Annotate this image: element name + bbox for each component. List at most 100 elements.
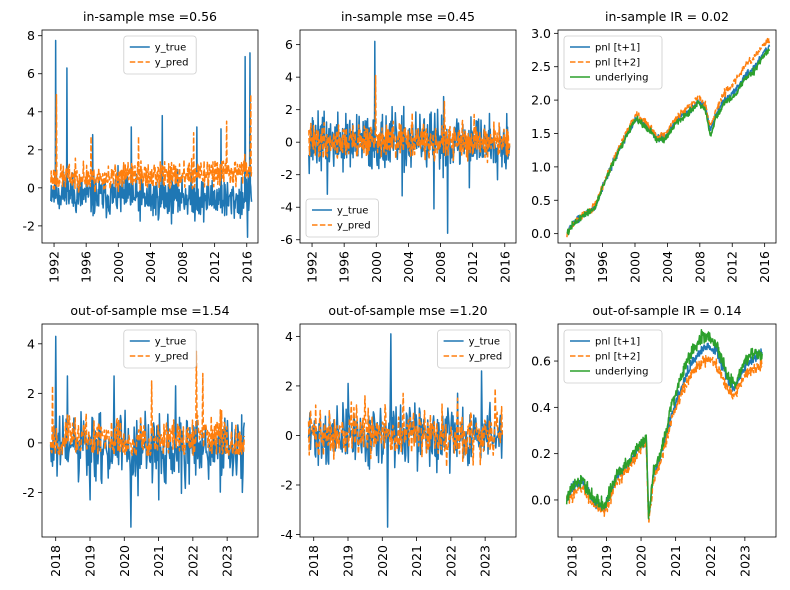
x-tick-label: 2023 <box>478 545 493 577</box>
y-tick-label: 6 <box>285 37 293 52</box>
chart-title: out-of-sample mse =1.20 <box>328 303 487 318</box>
y-tick-label: 4 <box>285 70 293 85</box>
x-tick-label: 2000 <box>627 251 642 283</box>
x-tick-label: 2020 <box>117 545 132 577</box>
legend-label: y_true <box>337 206 368 217</box>
x-tick-label: 2004 <box>660 251 675 283</box>
x-tick-label: 2020 <box>634 545 649 577</box>
legend: pnl [t+1] pnl [t+2] underlying <box>563 329 663 384</box>
legend-box <box>305 198 379 238</box>
x-tick-label: 2021 <box>409 545 424 577</box>
y-tick-label: -2 <box>281 167 293 182</box>
x-tick-label: 1996 <box>337 251 352 283</box>
x-tick-label: 1992 <box>305 251 320 283</box>
legend-label: y_true <box>155 337 186 348</box>
x-tick-label: 2020 <box>375 545 390 577</box>
axes-frame <box>41 29 259 244</box>
x-tick-label: 2022 <box>703 545 718 577</box>
series-line-y-pred <box>308 74 511 164</box>
x-tick-label: 2021 <box>151 545 166 577</box>
y-tick-label: 3.0 <box>531 26 551 41</box>
subplot-6: out-of-sample IR = 0.14 0.0 0.2 0.4 0.6 2018 2… <box>531 303 777 577</box>
subplot-2: in-sample mse =0.45 -6 -4 -2 0 2 4 6 1992 1996 200… <box>281 9 517 283</box>
x-tick-label: 2019 <box>341 545 356 577</box>
x-tick-label: 2000 <box>111 251 126 283</box>
y-tick-label: 4 <box>285 329 293 344</box>
axes-frame <box>299 323 517 538</box>
series-line-underlying <box>565 328 763 520</box>
legend-label: pnl [t+2] <box>595 58 640 69</box>
x-tick-label: 2016 <box>239 251 254 283</box>
series-line-y-pred <box>49 350 246 457</box>
x-tick-label: 2012 <box>725 251 740 283</box>
legend-box <box>563 35 663 90</box>
y-tick-label: 2 <box>285 378 293 393</box>
chart-title: in-sample mse =0.45 <box>341 9 475 24</box>
y-tick-label: 0.4 <box>531 400 551 415</box>
y-tick-label: 0 <box>285 135 293 150</box>
y-tick-label: 0.6 <box>531 354 551 369</box>
x-tick-label: 1996 <box>595 251 610 283</box>
series-line-underlying <box>566 48 771 236</box>
x-tick-label: 2008 <box>175 251 190 283</box>
axes-frame <box>557 29 777 244</box>
y-tick-label: 0 <box>285 428 293 443</box>
y-tick-label: 1.0 <box>531 159 551 174</box>
x-tick-label: 1992 <box>563 251 578 283</box>
x-tick-label: 2019 <box>83 545 98 577</box>
legend-label: y_pred <box>155 58 189 69</box>
y-tick-label: 8 <box>27 28 35 43</box>
y-tick-label: -4 <box>281 527 294 542</box>
series-group <box>50 39 253 239</box>
series-line-y-true <box>50 39 253 239</box>
y-tick-label: 4 <box>27 336 35 351</box>
x-tick-label: 2004 <box>401 251 416 283</box>
x-tick-label: 1992 <box>47 251 62 283</box>
x-tick-label: 2022 <box>443 545 458 577</box>
legend: y_true y_pred <box>123 329 197 369</box>
y-tick-label: 2.5 <box>531 59 551 74</box>
y-tick-label: 6 <box>27 66 35 81</box>
y-tick-label: -2 <box>281 477 293 492</box>
series-group <box>308 40 511 234</box>
subplot-5: out-of-sample mse =1.20 -4 -2 0 2 4 2018 2019 20… <box>281 303 517 577</box>
subplot-4: out-of-sample mse =1.54 -2 0 2 4 2018 2019 2020… <box>23 303 259 577</box>
x-tick-label: 2016 <box>497 251 512 283</box>
y-tick-label: -6 <box>281 232 294 247</box>
chart-title: in-sample IR = 0.02 <box>605 9 729 24</box>
x-tick-label: 2016 <box>757 251 772 283</box>
x-tick-label: 2018 <box>564 545 579 577</box>
y-tick-label: -2 <box>23 218 35 233</box>
chart-title: in-sample mse =0.56 <box>83 9 217 24</box>
legend: y_true y_pred <box>123 35 197 75</box>
series-group <box>307 333 504 528</box>
axes-frame <box>41 323 259 538</box>
y-tick-label: 0.0 <box>531 492 551 507</box>
legend: pnl [t+1] pnl [t+2] underlying <box>563 35 663 90</box>
series-line-y-pred <box>50 93 253 194</box>
x-tick-label: 1996 <box>79 251 94 283</box>
legend-box <box>123 329 197 369</box>
y-tick-label: 1.5 <box>531 126 551 141</box>
axes-frame <box>557 323 777 538</box>
x-tick-label: 2012 <box>207 251 222 283</box>
x-tick-label: 2004 <box>143 251 158 283</box>
legend-label: pnl [t+1] <box>595 43 640 54</box>
x-tick-label: 2023 <box>737 545 752 577</box>
x-tick-label: 2012 <box>465 251 480 283</box>
legend-label: y_pred <box>155 352 189 363</box>
x-tick-label: 2008 <box>692 251 707 283</box>
x-tick-label: 2018 <box>48 545 63 577</box>
y-tick-label: 2.0 <box>531 93 551 108</box>
axes-frame <box>299 29 517 244</box>
legend-label: pnl [t+1] <box>595 337 640 348</box>
chart-title: out-of-sample IR = 0.14 <box>592 303 741 318</box>
y-tick-label: 4 <box>27 104 35 119</box>
subplot-3: in-sample IR = 0.02 0.0 0.5 1.0 1.5 2.0 2.5 3.0… <box>531 9 777 283</box>
x-tick-label: 2019 <box>599 545 614 577</box>
series-group <box>565 328 763 523</box>
legend-label: y_pred <box>469 352 503 363</box>
x-tick-label: 2008 <box>433 251 448 283</box>
legend-box <box>563 329 663 384</box>
y-tick-label: -2 <box>23 485 35 500</box>
